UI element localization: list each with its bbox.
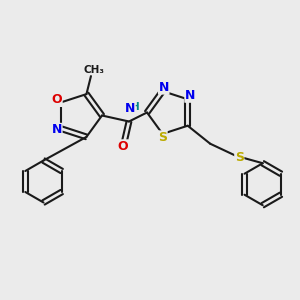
- Text: N: N: [185, 89, 195, 102]
- Text: O: O: [118, 140, 128, 153]
- Text: CH₃: CH₃: [83, 64, 104, 74]
- Text: N: N: [52, 123, 62, 136]
- Text: N: N: [125, 102, 135, 115]
- Text: S: S: [235, 151, 244, 164]
- Text: O: O: [52, 93, 62, 106]
- Text: S: S: [158, 131, 167, 144]
- Text: H: H: [130, 101, 140, 112]
- Text: N: N: [159, 81, 169, 94]
